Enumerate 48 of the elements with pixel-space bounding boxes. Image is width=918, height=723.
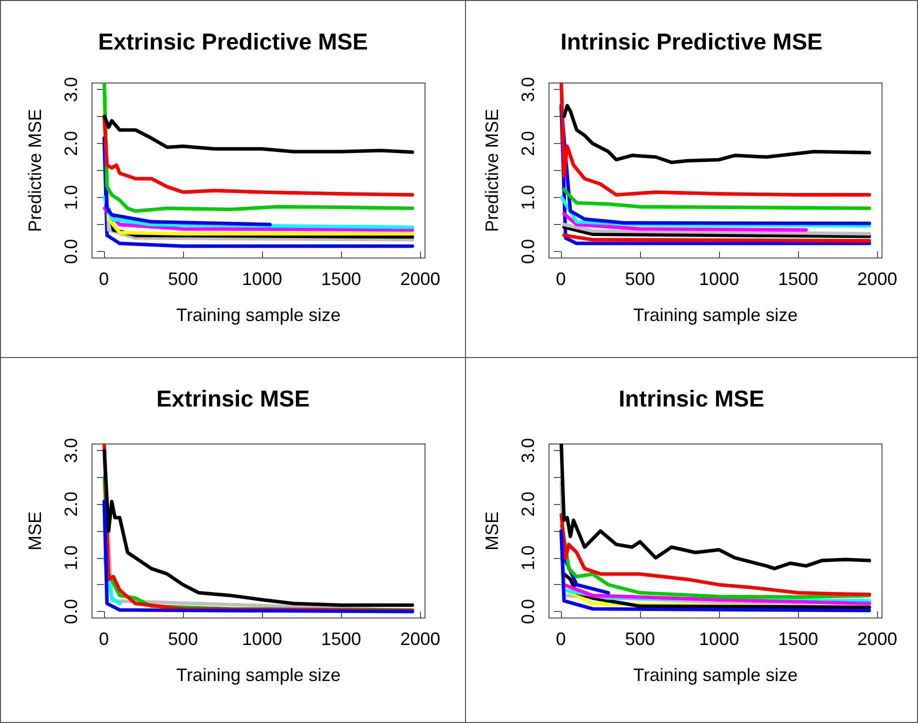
x-tick-label: 1500 [778, 269, 818, 289]
x-axis-title: Training sample size [176, 665, 341, 685]
y-tick-label: 3.0 [518, 438, 538, 463]
y-tick-label: 2.0 [518, 492, 538, 517]
x-tick-label: 1000 [699, 629, 740, 649]
y-tick-label: 1.0 [518, 184, 538, 210]
x-tick-label: 0 [556, 269, 566, 289]
chart-title: Intrinsic MSE [618, 386, 764, 412]
x-tick-label: 2000 [400, 269, 440, 289]
x-tick-label: 1000 [242, 629, 282, 649]
y-axis-title: MSE [25, 511, 45, 551]
y-tick-label: 3.0 [61, 438, 81, 463]
y-tick-label: 2.0 [61, 492, 81, 517]
y-axis-title: Predictive MSE [482, 108, 502, 232]
x-tick-label: 1500 [321, 269, 362, 289]
x-tick-label: 0 [98, 629, 109, 649]
x-tick-label: 1500 [778, 629, 818, 649]
y-axis-title: Predictive MSE [25, 108, 45, 232]
x-tick-label: 1500 [321, 629, 362, 649]
y-tick-label: 1.0 [518, 545, 538, 570]
y-tick-label: 0.0 [61, 239, 81, 264]
y-tick-label: 0.0 [518, 239, 538, 264]
x-tick-label: 1000 [699, 269, 740, 289]
y-tick-label: 2.0 [518, 130, 538, 156]
y-tick-label: 3.0 [61, 76, 81, 102]
x-tick-label: 2000 [857, 629, 898, 649]
chart-title: Intrinsic Predictive MSE [560, 28, 823, 54]
y-tick-label: 0.0 [61, 599, 81, 624]
y-tick-label: 2.0 [61, 130, 81, 156]
y-tick-label: 0.0 [518, 599, 538, 624]
x-tick-label: 500 [168, 269, 198, 289]
y-tick-label: 1.0 [61, 545, 81, 570]
x-tick-label: 0 [98, 269, 109, 289]
x-tick-label: 2000 [400, 629, 440, 649]
y-axis-title: MSE [482, 511, 502, 551]
x-tick-label: 0 [556, 629, 566, 649]
x-tick-label: 2000 [857, 269, 898, 289]
x-axis-title: Training sample size [633, 305, 798, 325]
chart-title: Extrinsic MSE [156, 386, 310, 412]
x-tick-label: 500 [624, 629, 655, 649]
x-axis-title: Training sample size [176, 305, 341, 325]
x-tick-label: 500 [168, 629, 198, 649]
x-tick-label: 1000 [242, 269, 282, 289]
x-axis-title: Training sample size [633, 665, 798, 685]
y-tick-label: 1.0 [61, 184, 81, 210]
y-tick-label: 3.0 [518, 76, 538, 102]
chart-title: Extrinsic Predictive MSE [98, 28, 368, 54]
x-tick-label: 500 [624, 269, 655, 289]
